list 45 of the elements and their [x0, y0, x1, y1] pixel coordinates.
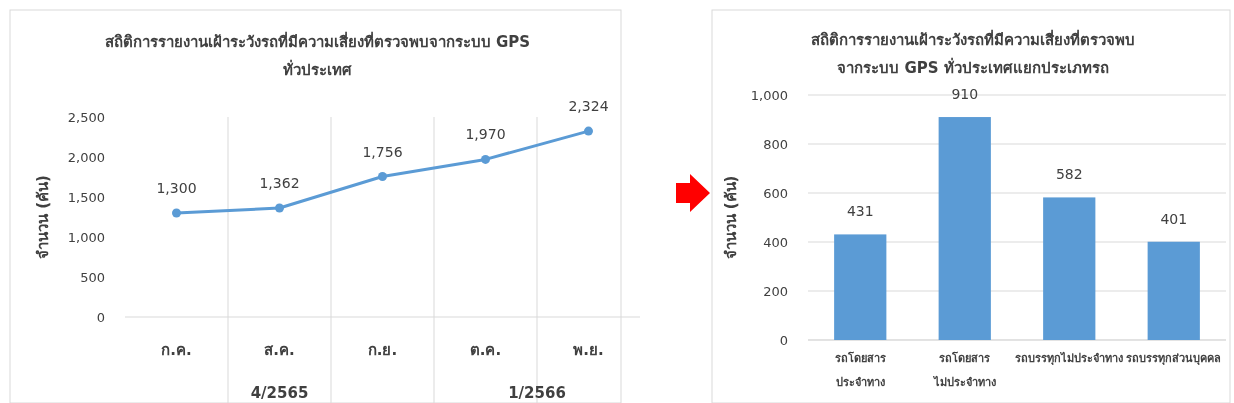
y-tick-label: 1,500: [67, 190, 105, 205]
y-tick-label: 800: [763, 137, 788, 152]
text: 1,756: [362, 143, 403, 160]
y-tick-label: 600: [763, 186, 788, 201]
y-axis-title: จำนวน (คัน): [34, 175, 52, 259]
x-tick-label: รถบรรทุกส่วนบุคคล: [1126, 352, 1222, 366]
text: 1,362: [259, 175, 300, 192]
y-tick-label: 400: [763, 235, 788, 250]
y-axis-title: จำนวน (คัน): [722, 175, 740, 260]
text: 1,970: [465, 126, 506, 143]
text: 910: [951, 86, 979, 103]
text: 582: [1055, 166, 1083, 183]
bar: [1147, 241, 1200, 340]
point: [584, 126, 593, 136]
point: [378, 172, 387, 182]
bar: [1043, 197, 1096, 340]
text: 2,324: [568, 98, 609, 115]
y-tick-label: 500: [80, 270, 105, 285]
point: [481, 154, 490, 164]
y-tick-label: 200: [763, 284, 788, 299]
bar: [938, 117, 991, 340]
point: [172, 208, 181, 218]
text: 1,300: [156, 180, 197, 196]
point: [275, 203, 284, 213]
y-tick-label: 0: [779, 333, 788, 348]
y-tick-label: 1,000: [67, 230, 105, 245]
x-tick-label: พ.ย.: [573, 341, 604, 359]
x-tick-label: รถโดยสาร ไม่ประจำทาง: [931, 351, 996, 389]
x-tick-label: รถโดยสาร ประจำทาง: [834, 351, 886, 389]
bar: [834, 234, 887, 340]
y-tick-label: 0: [96, 310, 105, 325]
x-tick-label: ก.ย.: [367, 341, 398, 359]
x-tick-label: ต.ค.: [469, 341, 502, 359]
text: 431: [846, 203, 874, 220]
text: 4/2565: [250, 384, 309, 402]
chart-title: สถิติการรายงานเฝ้าระวังรถที่มีความเสี่ยงที่ตรวจพบ จากระบบ GPS ทั่วประเทศแยกประเภทรถ: [811, 29, 1135, 77]
x-tick-label: รถบรรทุกไม่ประจำทาง: [1015, 351, 1124, 366]
chart-title: สถิติการรายงานเฝ้าระวังรถที่มีความเสี่ยงที่ตรวจพบจากระบบ GPS ทั่วประเทศ: [104, 31, 531, 79]
y-tick-label: 2,000: [67, 150, 105, 165]
y-tick-label: 2,500: [67, 110, 105, 125]
x-tick-label: ก.ค.: [161, 341, 192, 359]
x-tick-label: ส.ค.: [264, 341, 295, 359]
text: 1/2566: [508, 384, 566, 402]
y-tick-label: 1,000: [750, 88, 788, 103]
text: 401: [1160, 210, 1188, 227]
